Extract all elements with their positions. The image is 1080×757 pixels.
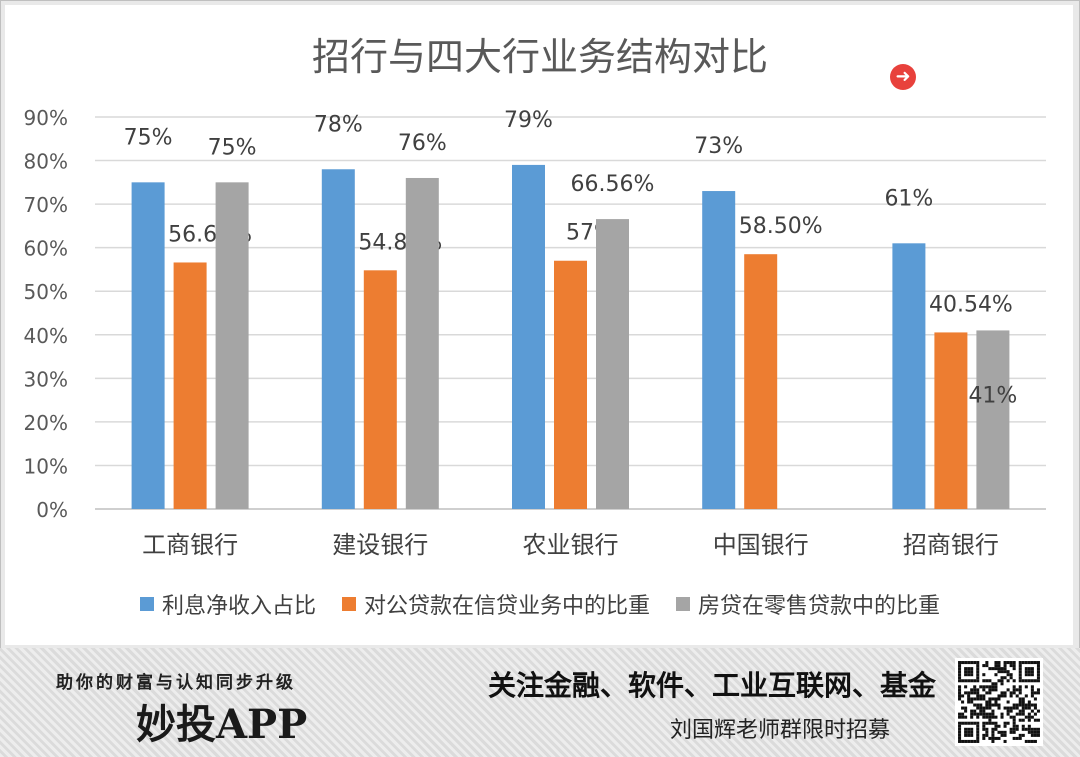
legend-swatch-series-1: [139, 597, 154, 611]
y-tick-label: 50%: [24, 280, 68, 304]
data-label: 79%: [504, 108, 553, 133]
y-tick-label: 80%: [24, 150, 68, 174]
banner-topics: 关注金融、软件、工业互联网、基金: [487, 669, 936, 702]
bar: [405, 177, 439, 509]
y-tick-label: 0%: [36, 498, 68, 522]
y-tick-label: 60%: [24, 237, 68, 261]
x-tick-label: 工商银行: [142, 531, 238, 559]
banner-app-name: 妙投APP: [136, 701, 308, 748]
y-tick-label: 90%: [24, 106, 68, 130]
bar: [976, 330, 1010, 509]
legend-label-series-2: 对公贷款在信贷业务中的比重: [363, 594, 650, 619]
legend-item-series-1: 利息净收入占比: [139, 588, 316, 620]
chart-legend: 利息净收入占比 对公贷款在信贷业务中的比重 房贷在零售贷款中的比重: [0, 588, 1080, 620]
data-label: 58.50%: [739, 214, 823, 239]
bar: [215, 182, 249, 510]
qr-code-icon: [955, 658, 1043, 746]
legend-label-series-3: 房贷在零售贷款中的比重: [698, 594, 941, 619]
data-label: 41%: [968, 383, 1017, 408]
bar: [596, 219, 629, 509]
bar: [321, 169, 355, 509]
y-tick-label: 20%: [24, 411, 68, 435]
y-tick-label: 70%: [24, 193, 68, 217]
bar: [934, 332, 968, 509]
bar: [892, 243, 926, 510]
data-label: 76%: [398, 131, 447, 156]
banner-recruit-text: 刘国辉老师群限时招募: [669, 718, 890, 743]
bar: [554, 260, 587, 509]
bar: [744, 254, 778, 509]
data-label: 66.56%: [571, 172, 655, 197]
legend-item-series-3: 房贷在零售贷款中的比重: [676, 588, 940, 620]
arrow-right-circle-icon: ➜: [890, 64, 916, 90]
bar: [363, 270, 397, 509]
x-tick-label: 招商银行: [903, 531, 999, 559]
data-label: 78%: [314, 112, 363, 137]
bars: 75%56.60%75%78%54.80%76%79%57%66.56%73%5…: [124, 108, 1017, 510]
data-label: 75%: [124, 125, 173, 150]
banner-tagline: 助你的财富与认知同步升级: [56, 673, 296, 693]
bar: [131, 182, 165, 510]
y-tick-label: 30%: [24, 367, 68, 391]
data-label: 40.54%: [929, 292, 1013, 317]
bar: [512, 164, 545, 509]
bar: [173, 262, 207, 509]
y-tick-label: 40%: [24, 324, 68, 348]
data-label: 61%: [884, 186, 933, 211]
legend-swatch-series-2: [341, 597, 356, 611]
x-tick-label: 建设银行: [332, 531, 428, 559]
x-tick-label: 中国银行: [713, 531, 809, 559]
bar: [702, 191, 736, 510]
data-label: 75%: [208, 135, 257, 160]
y-tick-label: 10%: [24, 454, 68, 478]
x-tick-label: 农业银行: [523, 531, 619, 559]
legend-item-series-2: 对公贷款在信贷业务中的比重: [341, 588, 650, 620]
legend-label-series-1: 利息净收入占比: [161, 594, 316, 619]
legend-swatch-series-3: [676, 597, 690, 611]
promo-banner: 助你的财富与认知同步升级 妙投APP 关注金融、软件、工业互联网、基金 刘国辉老…: [0, 648, 1080, 757]
chart-title: 招行与四大行业务结构对比: [311, 35, 768, 79]
data-label: 73%: [694, 134, 743, 159]
axes: 0% 10% 20% 30% 40% 50% 60% 70% 80% 90% 工商银行 建设银行 农业银…: [24, 106, 999, 559]
